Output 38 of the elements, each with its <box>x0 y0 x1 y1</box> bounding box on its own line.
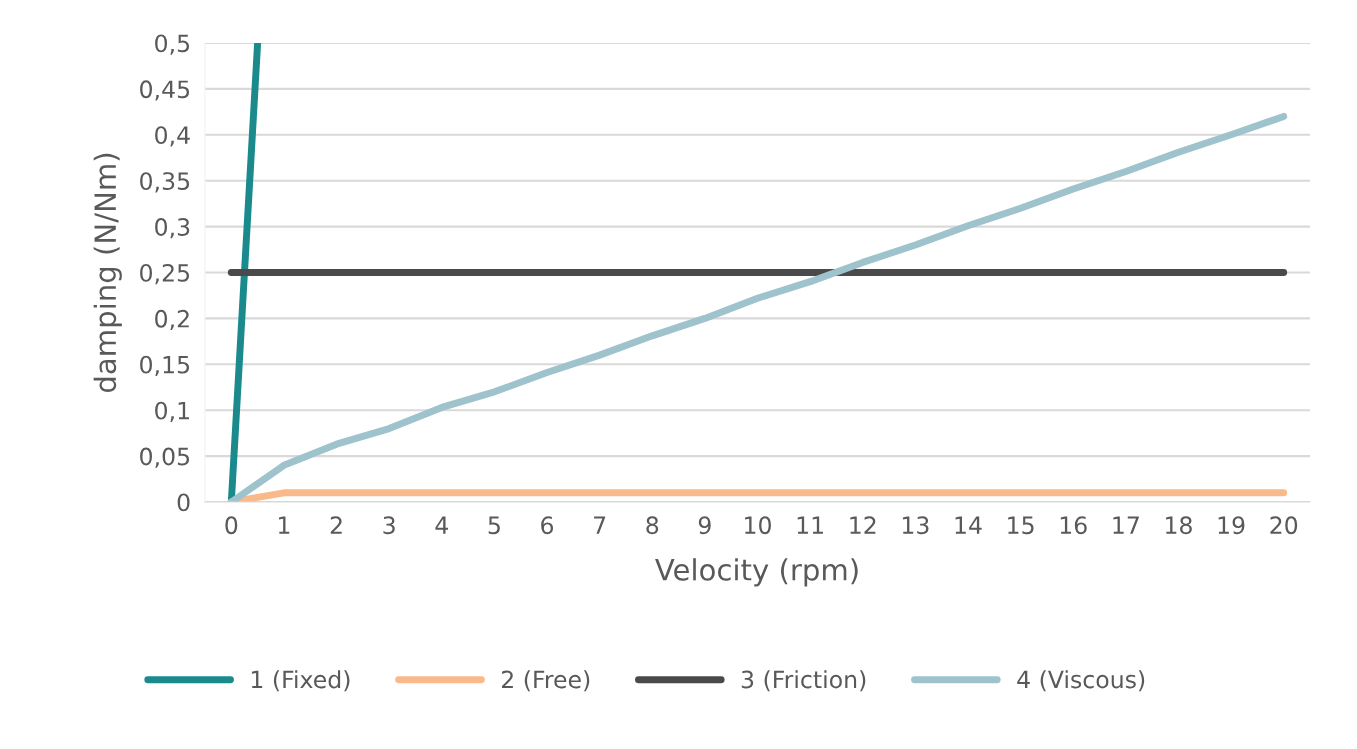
y-tick-label: 0 <box>177 493 190 512</box>
x-tick-label: 6 <box>541 516 554 535</box>
x-tick-label: 8 <box>646 516 659 535</box>
x-tick-label: 7 <box>594 516 606 534</box>
x-tick-label: 11 <box>797 516 823 534</box>
legend-label: 3 (Friction) <box>741 670 866 692</box>
x-tick-label: 14 <box>955 516 982 534</box>
x-tick-label: 12 <box>850 516 876 534</box>
x-axis-title: Velocity (rpm) <box>655 558 858 587</box>
x-tick-label: 3 <box>383 516 395 535</box>
x-tick-label: 5 <box>488 516 500 535</box>
y-tick-label: 0,45 <box>140 80 190 101</box>
legend-label: 4 (Viscous) <box>1017 670 1145 692</box>
x-tick-label: 20 <box>1270 516 1298 535</box>
y-tick-label: 0,35 <box>140 172 190 193</box>
y-tick-label: 0,4 <box>155 126 190 147</box>
x-tick-label: 4 <box>435 516 448 534</box>
x-tick-label: 0 <box>225 516 238 535</box>
x-tick-label: 13 <box>902 516 929 535</box>
y-tick-label: 0,15 <box>140 355 190 377</box>
x-tick-label: 15 <box>1008 516 1034 535</box>
legend-label: 1 (Fixed) <box>251 670 350 692</box>
x-tick-label: 10 <box>745 516 771 535</box>
x-tick-label: 16 <box>1060 516 1087 535</box>
x-tick-label: 9 <box>698 516 711 535</box>
y-tick-label: 0,05 <box>140 447 190 468</box>
x-tick-label: 2 <box>330 516 342 534</box>
y-tick-label: 0,5 <box>155 34 190 55</box>
x-tick-label: 18 <box>1166 516 1192 535</box>
y-tick-label: 0,25 <box>140 263 190 285</box>
y-tick-label: 0,3 <box>155 218 190 239</box>
x-tick-label: 1 <box>279 516 290 534</box>
legend-label: 2 (Free) <box>501 670 590 692</box>
y-tick-label: 0,1 <box>155 401 189 422</box>
y-axis-title: damping (N/Nm) <box>93 153 122 393</box>
x-tick-label: 19 <box>1218 516 1245 535</box>
x-tick-label: 17 <box>1113 516 1139 534</box>
y-tick-label: 0,2 <box>155 309 189 331</box>
